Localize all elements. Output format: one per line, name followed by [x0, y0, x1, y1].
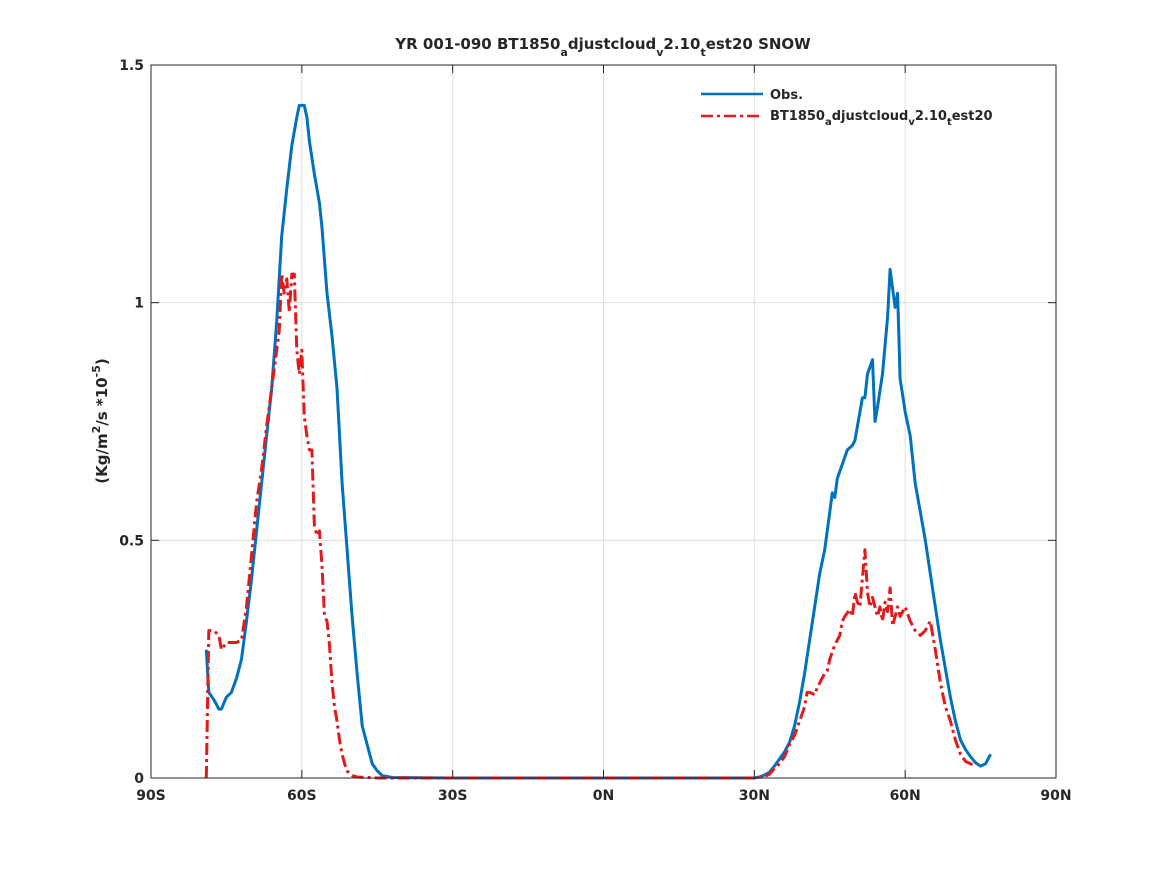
- x-tick-label: 0N: [593, 788, 614, 804]
- x-tick-label: 60N: [890, 788, 921, 804]
- x-tick-label: 30S: [438, 788, 468, 804]
- y-tick-label: 0.5: [119, 533, 144, 549]
- x-tick-label: 60S: [287, 788, 317, 804]
- x-tick-label: 90N: [1040, 788, 1071, 804]
- legend: Obs. BT1850adjustcloudv2.10test20: [701, 88, 993, 128]
- chart-title: YR 001-090 BT1850adjustcloudv2.10test20 …: [394, 35, 811, 59]
- x-tick-label: 90S: [136, 788, 166, 804]
- series-line-model: [204, 272, 977, 780]
- y-tick-label: 1: [134, 296, 144, 312]
- legend-label-model: BT1850adjustcloudv2.10test20: [770, 109, 993, 128]
- y-tick-label: 0: [134, 771, 144, 787]
- grid-lines: [151, 65, 1056, 778]
- plot-area: [204, 103, 992, 780]
- axis-ticks: 90S 60S 30S 0N 30N 60N 90N 0 0.5 1 1.5: [119, 58, 1071, 804]
- series-line-obs: [204, 103, 992, 780]
- axes-frame: [150, 64, 1057, 779]
- x-tick-label: 30N: [739, 788, 770, 804]
- y-tick-label: 1.5: [119, 58, 144, 74]
- legend-label-obs: Obs.: [770, 88, 803, 103]
- y-axis-label: (Kg/m2/s *10-5): [90, 358, 111, 483]
